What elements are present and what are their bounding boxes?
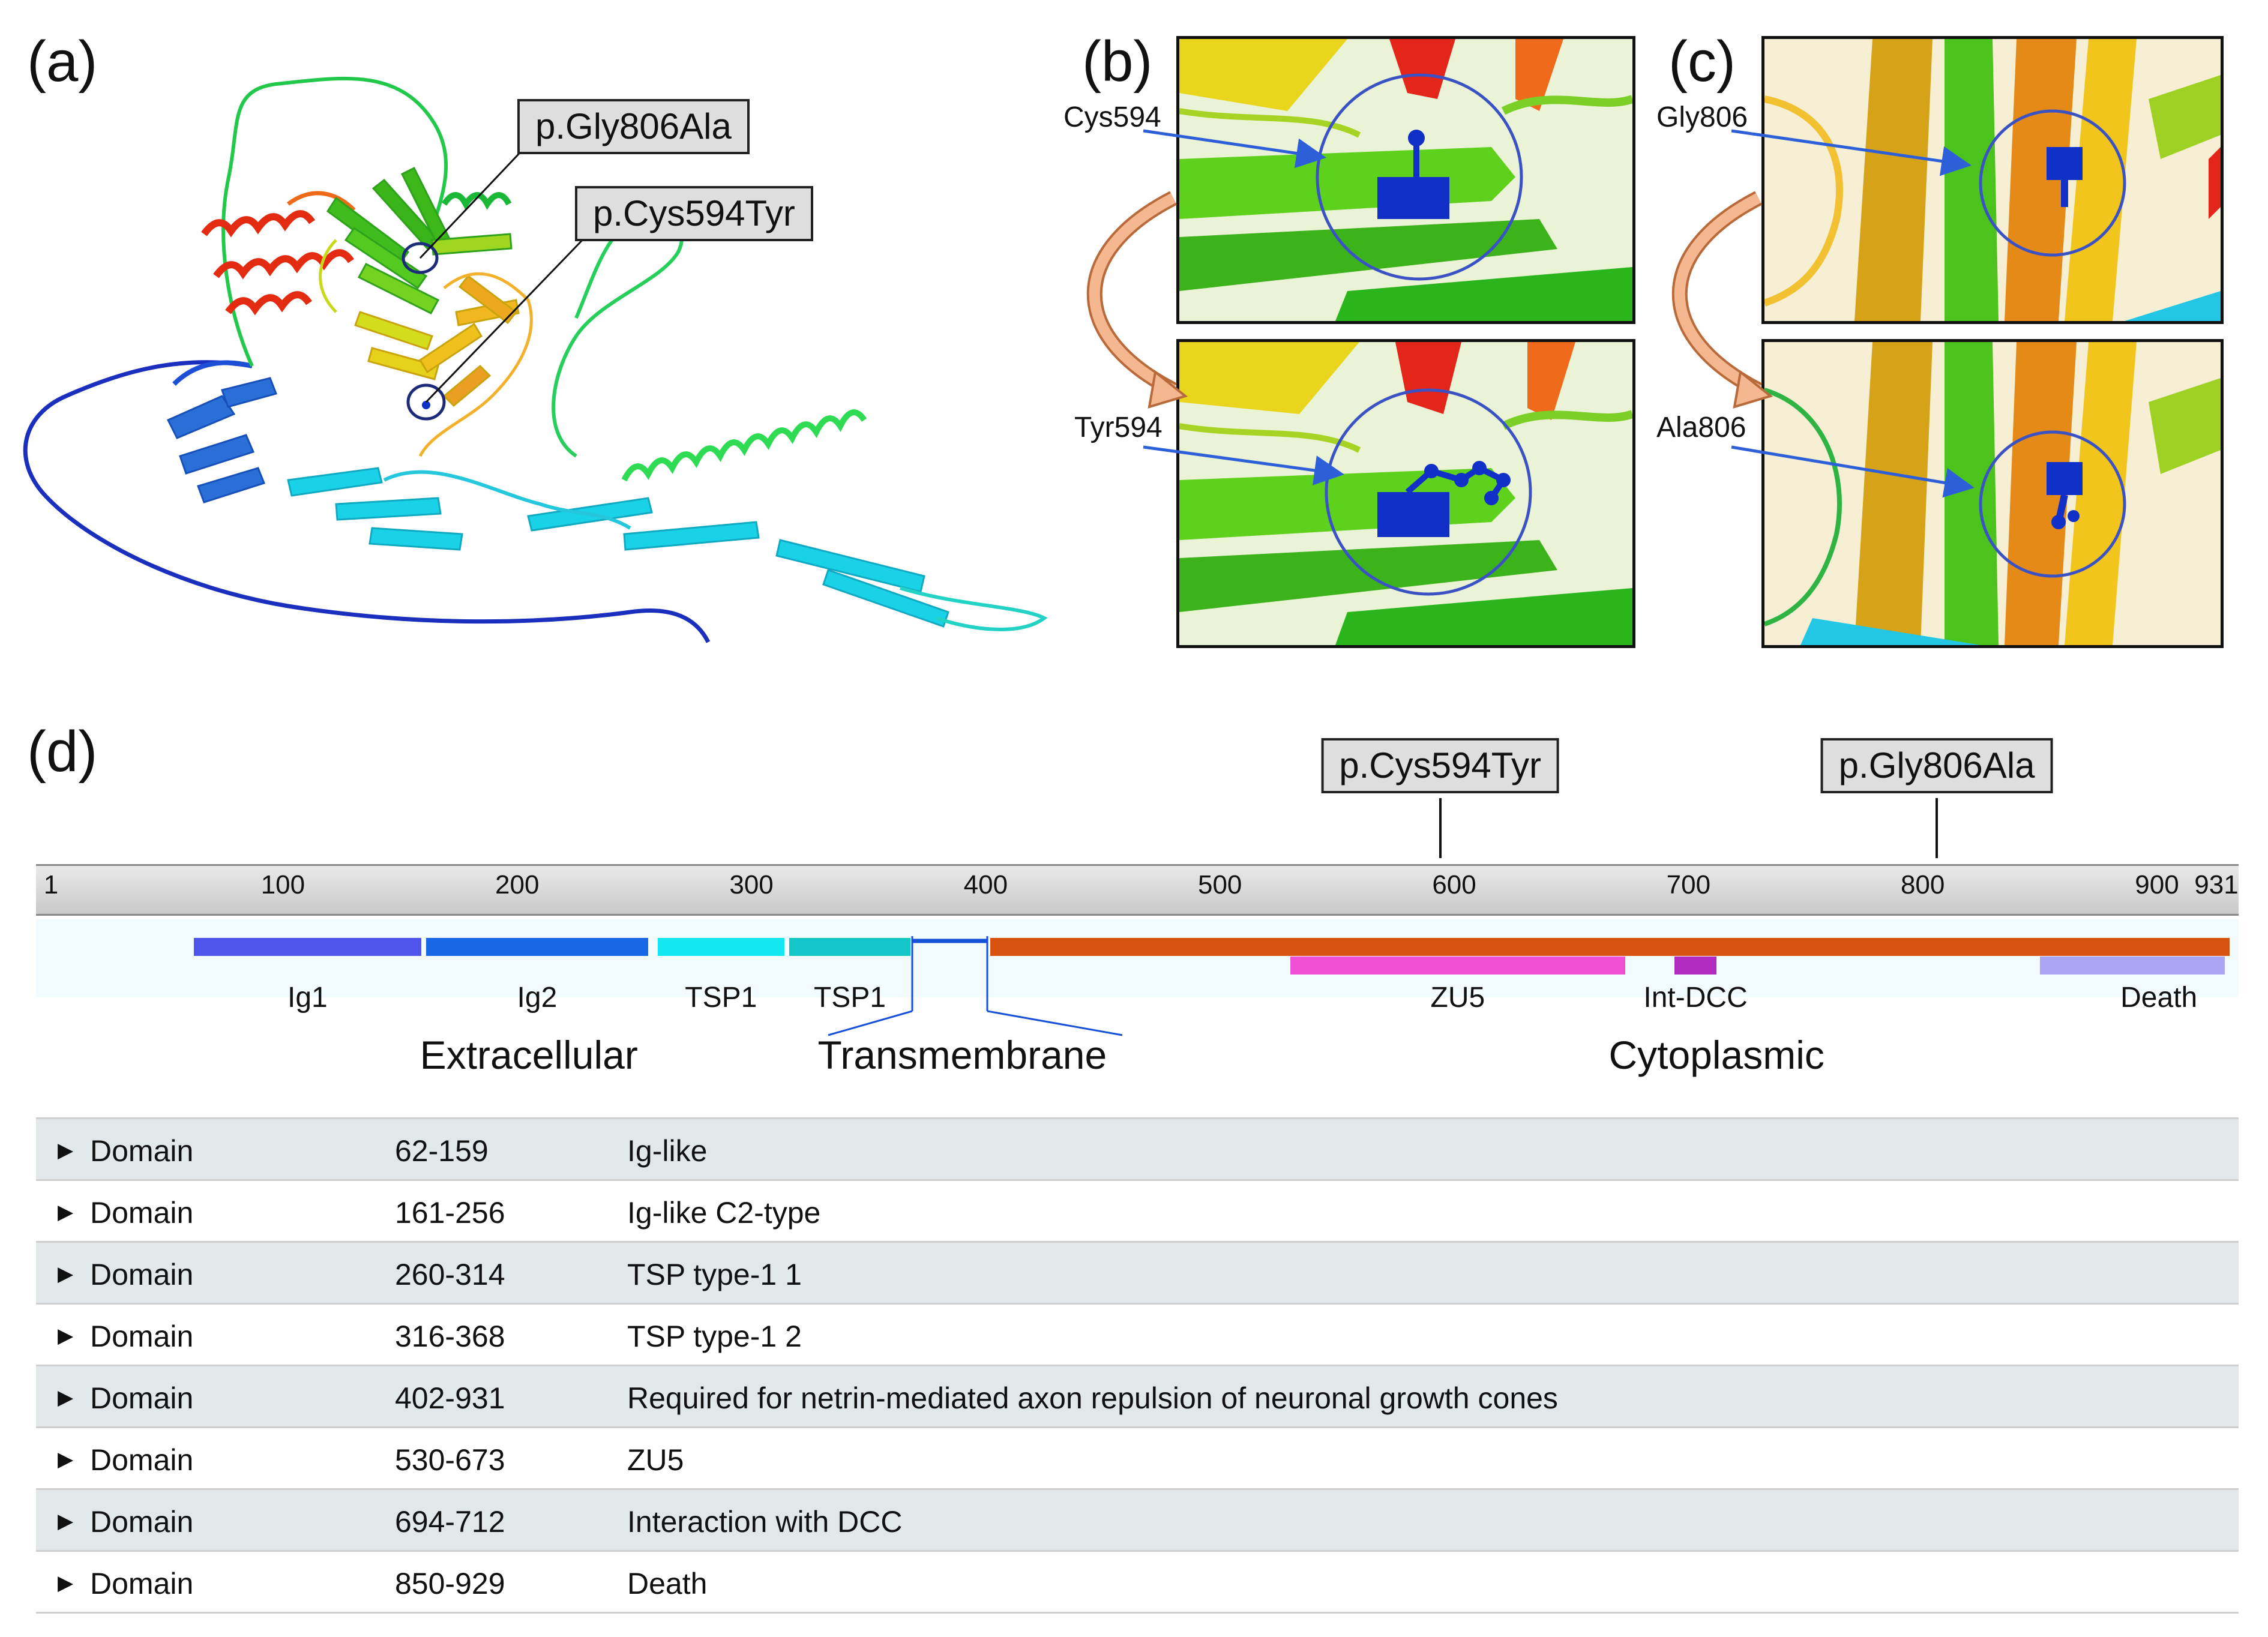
table-row[interactable]: ▶ Domain 316-368 TSP type-1 2	[36, 1305, 2239, 1366]
domain-bar[interactable]	[426, 938, 649, 956]
domain-label: TSP1	[813, 982, 886, 1014]
domain-label: Death	[2120, 982, 2198, 1014]
zoom-box-c-wildtype	[1761, 36, 2224, 324]
ruler-background	[36, 864, 2239, 916]
mutation-marker-label: p.Cys594Tyr	[1321, 738, 1560, 793]
feature-range: 161-256	[395, 1196, 505, 1230]
feature-type: Domain	[90, 1134, 194, 1168]
table-row[interactable]: ▶ Domain 161-256 Ig-like C2-type	[36, 1181, 2239, 1243]
protein-structure-image	[23, 76, 1048, 643]
expand-triangle-icon[interactable]: ▶	[58, 1448, 74, 1471]
expand-triangle-icon[interactable]: ▶	[58, 1263, 74, 1285]
transmembrane-bracket	[828, 936, 1123, 1036]
ruler-tick-label: 200	[495, 870, 540, 900]
table-row[interactable]: ▶ Domain 62-159 Ig-like	[36, 1119, 2239, 1181]
feature-type: Domain	[90, 1567, 194, 1600]
domain-bar[interactable]	[2039, 957, 2225, 975]
table-row[interactable]: ▶ Domain 530-673 ZU5	[36, 1428, 2239, 1490]
ruler-tick-label: 100	[260, 870, 305, 900]
expand-triangle-icon[interactable]: ▶	[58, 1386, 74, 1409]
feature-type: Domain	[90, 1381, 194, 1415]
feature-description: TSP type-1 1	[627, 1258, 802, 1291]
feature-description: Interaction with DCC	[627, 1505, 903, 1539]
ruler-tick-label: 800	[1900, 870, 1945, 900]
domain-bar[interactable]	[194, 938, 421, 956]
feature-range: 402-931	[395, 1381, 505, 1415]
expand-triangle-icon[interactable]: ▶	[58, 1201, 74, 1224]
annotation-arrows	[1086, 129, 1975, 498]
ruler-tick-label: 500	[1197, 870, 1242, 900]
expand-triangle-icon[interactable]: ▶	[58, 1572, 74, 1594]
feature-range: 850-929	[395, 1567, 505, 1600]
feature-type: Domain	[90, 1505, 194, 1539]
feature-range: 530-673	[395, 1443, 505, 1477]
domain-label: ZU5	[1430, 982, 1485, 1014]
region-label: Extracellular	[420, 1033, 638, 1077]
ruler-tick-label: 600	[1432, 870, 1476, 900]
callout-cys594tyr: p.Cys594Tyr	[575, 186, 813, 241]
mutation-marker-line	[1936, 798, 1939, 858]
table-row[interactable]: ▶ Domain 850-929 Death	[36, 1552, 2239, 1614]
panel-label-b: (b)	[1082, 29, 1153, 94]
feature-type: Domain	[90, 1258, 194, 1291]
panel-label-a: (a)	[27, 29, 98, 94]
expand-triangle-icon[interactable]: ▶	[58, 1324, 74, 1347]
feature-range: 260-314	[395, 1258, 505, 1291]
feature-type: Domain	[90, 1443, 194, 1477]
residue-label-tyr594: Tyr594	[1074, 412, 1163, 443]
zoom-box-c-mutant	[1761, 339, 2224, 648]
feature-description: ZU5	[627, 1443, 684, 1477]
domain-track-background	[36, 919, 2239, 997]
mutation-marker-label: p.Gly806Ala	[1820, 738, 2053, 793]
ruler-tick-label: 1	[43, 870, 59, 900]
zoom-box-b-mutant	[1176, 339, 1635, 648]
table-row[interactable]: ▶ Domain 694-712 Interaction with DCC	[36, 1490, 2239, 1552]
panel-label-d: (d)	[27, 719, 98, 784]
domain-bar[interactable]	[789, 938, 911, 956]
region-label: Transmembrane	[817, 1033, 1107, 1077]
mutation-marker-line	[1439, 798, 1442, 858]
ruler-tick-label: 700	[1666, 870, 1711, 900]
domain-bar[interactable]	[1290, 957, 1625, 975]
panel-label-c: (c)	[1668, 29, 1736, 94]
domain-label: TSP1	[685, 982, 757, 1014]
ruler-tick-label: 931	[2194, 870, 2239, 900]
feature-description: Death	[627, 1567, 708, 1600]
ruler-tick-label: 900	[2135, 870, 2179, 900]
residue-label-ala806: Ala806	[1656, 412, 1746, 443]
feature-description: Ig-like	[627, 1134, 708, 1168]
ruler-tick-label: 400	[963, 870, 1008, 900]
domain-label: Ig2	[517, 982, 558, 1014]
feature-description: Required for netrin-mediated axon repuls…	[627, 1381, 1558, 1415]
feature-type: Domain	[90, 1320, 194, 1353]
feature-range: 316-368	[395, 1320, 505, 1353]
expand-triangle-icon[interactable]: ▶	[58, 1139, 74, 1162]
region-label: Cytoplasmic	[1608, 1033, 1824, 1077]
feature-description: Ig-like C2-type	[627, 1196, 821, 1230]
feature-type: Domain	[90, 1196, 194, 1230]
expand-triangle-icon[interactable]: ▶	[58, 1510, 74, 1533]
feature-description: TSP type-1 2	[627, 1320, 802, 1353]
sequence-ruler: 1 100 200 300 400 500 600 700 800 900 931	[36, 864, 2239, 916]
domain-label: Int-DCC	[1643, 982, 1748, 1014]
table-row[interactable]: ▶ Domain 260-314 TSP type-1 1	[36, 1243, 2239, 1305]
domain-bar[interactable]	[1674, 957, 1717, 975]
feature-table: ▶ Domain 62-159 Ig-like ▶ Domain 161-256 Ig-lik…	[36, 1117, 2239, 1614]
callout-gly806ala: p.Gly806Ala	[517, 99, 750, 154]
feature-range: 62-159	[395, 1134, 489, 1168]
residue-label-cys594: Cys594	[1063, 101, 1161, 133]
domain-bar[interactable]	[990, 938, 2230, 956]
domain-label: Ig1	[287, 982, 328, 1014]
feature-range: 694-712	[395, 1505, 505, 1539]
domain-bar[interactable]	[657, 938, 784, 956]
residue-label-gly806: Gly806	[1656, 101, 1748, 133]
table-row[interactable]: ▶ Domain 402-931 Required for netrin-mediat…	[36, 1366, 2239, 1428]
zoom-box-b-wildtype	[1176, 36, 1635, 324]
ruler-tick-label: 300	[729, 870, 774, 900]
